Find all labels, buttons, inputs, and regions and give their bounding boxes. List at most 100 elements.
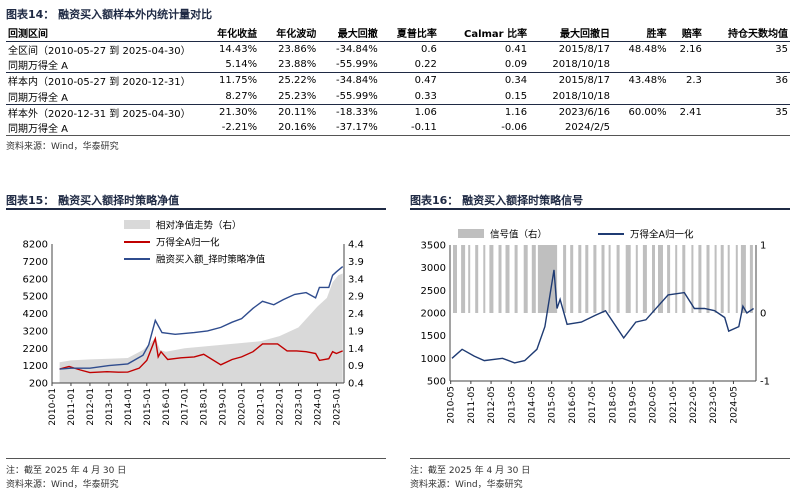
x-tick-label: 2013-01 — [105, 388, 115, 426]
y-tick-label-left: 3500 — [421, 241, 446, 252]
signal-bar — [706, 245, 710, 313]
fig16-title: 图表16： 融资买入额择时策略信号 — [410, 194, 584, 207]
x-tick-label: 2018-05 — [608, 386, 618, 424]
table-cell: -0.06 — [501, 122, 528, 134]
x-tick-label: 2017-05 — [588, 386, 598, 424]
y-tick-label-right: -1 — [760, 377, 770, 388]
table-cell: 同期万得全 A — [8, 124, 69, 136]
table-cell: 样本外（2020-12-31 到 2025-04-30） — [6, 103, 200, 120]
table-cell — [669, 57, 704, 73]
table-row: 同期万得全 A 8.27% 25.23% -55.99% 0.33 0.15 2018/10… — [6, 89, 790, 105]
signal-bar — [563, 245, 567, 313]
table-cell: -2.21% — [221, 122, 258, 134]
fig14-source: 资料来源：Wind，华泰研究 — [6, 142, 119, 152]
table-cell: 14.43% — [219, 44, 258, 56]
y-tick-label-left: 5200 — [23, 292, 48, 303]
table-cell: 1.06 — [379, 103, 439, 120]
table-cell: -34.84% — [336, 44, 378, 56]
fig16-source: 资料来源：Wind，华泰研究 — [410, 480, 523, 490]
table-cell: 全区间（2010-05-27 到 2025-04-30） — [8, 46, 191, 58]
table-cell: 2015/8/17 — [558, 44, 610, 56]
signal-bar — [735, 245, 738, 313]
x-tick-label: 2021-05 — [669, 386, 679, 424]
legend-label: 相对净值走势（右） — [156, 220, 242, 232]
table-cell: 23.86% — [278, 44, 317, 56]
y-tick-label-left: 2500 — [421, 286, 446, 297]
signal-bar — [489, 245, 494, 313]
series-line-2 — [59, 266, 344, 370]
col-header: Calmar 比率 — [438, 23, 530, 42]
y-tick-label-right: 1 — [760, 241, 766, 252]
table-cell: 36 — [703, 72, 790, 89]
legend-label: 万得全A归一化 — [630, 229, 694, 241]
y-tick-label-right: 0.9 — [348, 361, 364, 372]
table-cell: 1.16 — [438, 103, 530, 120]
col-header: 最大回撤 — [318, 23, 380, 42]
signal-bar — [675, 245, 678, 313]
x-tick-label: 2017-01 — [181, 388, 191, 426]
fig16-chart: 500 1000 1500 2000 2500 3000 3500 -1 0 1 2010-05 20… — [421, 229, 770, 424]
x-tick-label: 2022-01 — [276, 388, 286, 426]
table-cell — [704, 120, 790, 135]
table-header-row: 回测区间 年化收益 年化波动 最大回撤 夏普比率 Calmar 比率 最大回撤日… — [6, 23, 790, 42]
legend-label: 信号值（右） — [490, 229, 547, 241]
signal-bar — [601, 245, 605, 313]
table-cell: 2018/10/18 — [552, 90, 610, 102]
y-tick-label-right: 1.4 — [348, 344, 364, 355]
x-tick-label: 2019-01 — [219, 388, 229, 426]
x-tick-label: 2016-05 — [568, 386, 578, 424]
fig15-source: 资料来源：Wind，华泰研究 — [6, 480, 119, 490]
y-tick-label-right: 3.9 — [348, 257, 364, 268]
x-tick-label: 2024-01 — [313, 388, 323, 426]
table-cell: 2.16 — [679, 44, 702, 56]
table-cell: 0.34 — [438, 72, 530, 89]
legend-swatch — [124, 220, 150, 229]
table-cell: 0.6 — [421, 44, 437, 56]
signal-bar — [635, 245, 638, 313]
y-tick-label-right: 2.4 — [348, 309, 364, 320]
table-cell: 2.41 — [668, 103, 704, 120]
y-tick-label-left: 1200 — [23, 361, 48, 372]
y-tick-label-right: 4.4 — [348, 240, 364, 251]
signal-bar — [453, 245, 457, 313]
y-tick-label-left: 1500 — [421, 331, 446, 342]
table-cell — [612, 57, 669, 73]
x-tick-label: 2018-01 — [200, 388, 210, 426]
x-tick-label: 2023-05 — [709, 386, 719, 424]
x-tick-label: 2021-01 — [257, 388, 267, 426]
col-header: 持仓天数均值 — [703, 23, 790, 42]
col-header: 年化收益 — [200, 23, 260, 42]
legend-swatch — [458, 229, 484, 238]
signal-bar — [514, 245, 518, 313]
signal-bar — [531, 245, 536, 313]
series-line-1 — [59, 336, 343, 374]
signal-bar — [616, 245, 620, 313]
table-cell — [612, 120, 669, 135]
table-cell: 35 — [775, 44, 788, 56]
fig15-note: 注：截至 2025 年 4 月 30 日 — [6, 466, 127, 476]
table-row: 同期万得全 A -2.21% 20.16% -37.17% -0.11 -0.06 2024… — [6, 120, 790, 135]
signal-bar — [505, 245, 510, 313]
col-header: 回测区间 — [6, 23, 200, 42]
table-cell — [612, 89, 669, 105]
table-cell: -18.33% — [318, 103, 380, 120]
table-cell: 5.14% — [225, 59, 258, 71]
table-cell: 0.41 — [504, 44, 528, 56]
signal-bar — [585, 245, 589, 313]
signal-bar — [658, 245, 663, 313]
signal-bar — [667, 245, 671, 313]
signal-bar — [468, 245, 471, 313]
fig15-title: 图表15： 融资买入额择时策略净值 — [6, 194, 180, 207]
y-tick-label-left: 2200 — [23, 344, 48, 355]
signal-bar — [475, 245, 479, 313]
table-cell: 样本内（2010-05-27 到 2020-12-31） — [6, 72, 200, 89]
signal-bar — [691, 245, 694, 313]
y-tick-label-right: 1.9 — [348, 326, 364, 337]
table-row: 同期万得全 A 5.14% 23.88% -55.99% 0.22 0.09 2018/10… — [6, 57, 790, 73]
table-cell: 21.30% — [200, 103, 260, 120]
table-cell: 2018/10/18 — [552, 59, 610, 71]
y-tick-label-left: 4200 — [23, 309, 48, 320]
signal-bar — [727, 245, 730, 313]
table-row: 样本内（2010-05-27 到 2020-12-31） 11.75% 25.22%… — [6, 72, 790, 89]
series-line-1 — [451, 269, 754, 364]
